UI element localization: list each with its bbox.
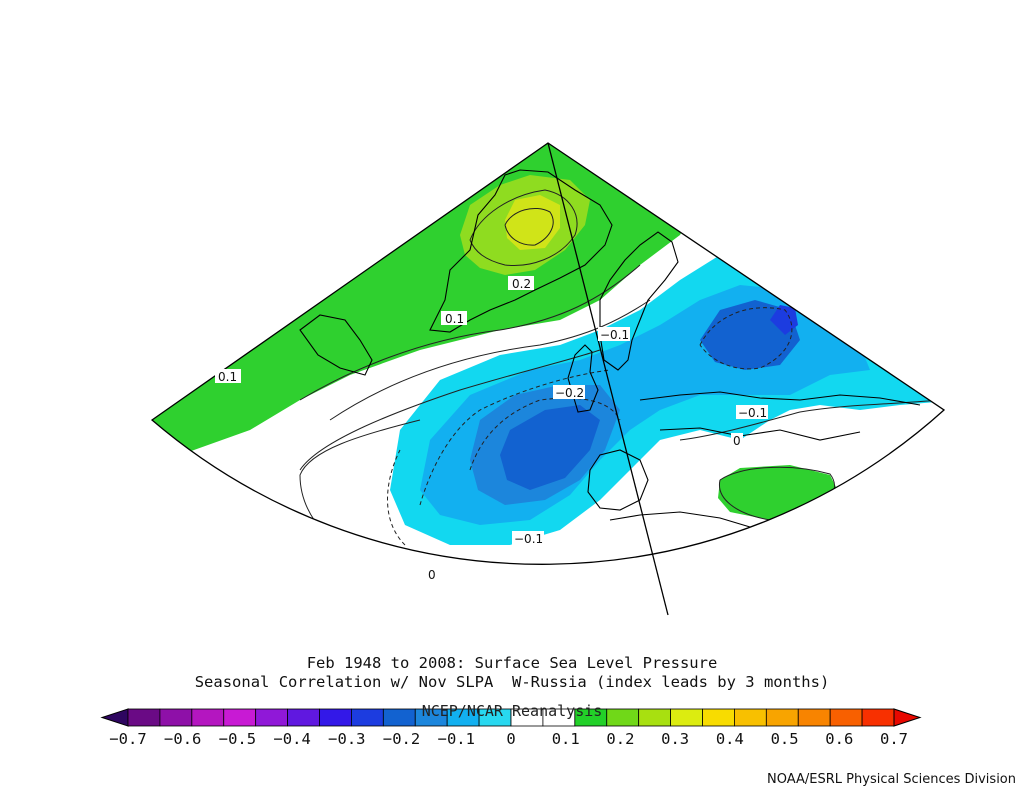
colorbar-tick-label: −0.4 [273,730,311,748]
contour-label-0-med: 0 [731,433,743,448]
contour-line [387,449,406,546]
colorbar-tick-label: −0.1 [437,730,475,748]
greenland-coast [429,169,613,333]
colorbar-arrow-right [893,708,922,727]
negative-0.4-region-russia [770,305,798,335]
contour-line [504,208,554,246]
contour-line [679,399,941,441]
contour-label-0-south: 0 [426,567,438,582]
svg-text:−0.1: −0.1 [600,328,629,342]
svg-text:0.1: 0.1 [445,312,464,326]
colorbar-tick-label: −0.7 [109,730,147,748]
svg-text:0.1: 0.1 [218,370,237,384]
europe-borders [639,391,921,406]
contour-line [469,397,621,471]
scandinavia-coast [599,231,679,371]
colorbar-tick-label: −0.2 [382,730,421,748]
mediterranean-coast [659,427,861,441]
colorbar-tick-label: 0.2 [606,730,635,748]
svg-text:0: 0 [428,568,436,582]
colorbar-tick-label: 0 [506,730,516,748]
contour-labels: 0.2 0.1 0.1 −0.1 −0.2 −0.1 −0.1 0 0 [215,276,768,582]
colorbar-tick-label: 0.4 [715,730,744,748]
map-boundary [150,142,946,565]
svg-text:−0.1: −0.1 [514,532,543,546]
contour-lines [299,189,941,565]
colorbar-tick-label: 0.3 [661,730,690,748]
contour-label-0.1-canada: 0.1 [215,369,241,384]
credit-text: NOAA/ESRL Physical Sciences Division [767,772,1016,787]
contour-line [299,264,641,401]
contour-label-neg0.1-south: −0.1 [512,531,544,546]
colorbar-tick-label: 0.7 [880,730,908,748]
meridian-line [547,142,669,616]
contour-line [329,299,651,421]
contour-label-neg0.1-north: −0.1 [598,327,630,342]
iberia-coast [587,449,649,511]
contour-label-neg0.1-med: −0.1 [736,405,768,420]
contour-line [299,349,601,471]
title-line-3: NCEP/NCAR Reanalysis [421,702,603,720]
contour-label-0.1-greenland: 0.1 [441,311,467,326]
svg-text:−0.2: −0.2 [555,386,584,400]
title-line-1: Feb 1948 to 2008: Surface Sea Level Pres… [306,654,718,672]
contour-line [469,189,578,267]
colorbar-tick-label: 0.1 [551,730,580,748]
svg-text:0.2: 0.2 [512,277,531,291]
baffin-coast [299,314,373,376]
colorbar-tick-label: 0.6 [825,730,854,748]
contour-line [419,369,611,506]
svg-text:−0.1: −0.1 [738,406,767,420]
positive-0.3-region [505,195,560,250]
colorbar-tick-label: −0.3 [328,730,366,748]
negative-0.35-region-atlantic [500,405,600,490]
colorbar-tick-label: 0.5 [770,730,799,748]
contour-label-neg0.2-atlantic: −0.2 [553,385,585,400]
svg-text:0: 0 [733,434,741,448]
contour-line [699,307,793,370]
colorbar-tick-label: −0.5 [218,730,257,748]
contour-label-0.2-greenland: 0.2 [508,276,534,291]
coastlines [299,169,921,561]
title-line-2: Seasonal Correlation w/ Nov SLPA W-Russi… [194,673,830,691]
colorbar-tick-label: −0.6 [164,730,202,748]
